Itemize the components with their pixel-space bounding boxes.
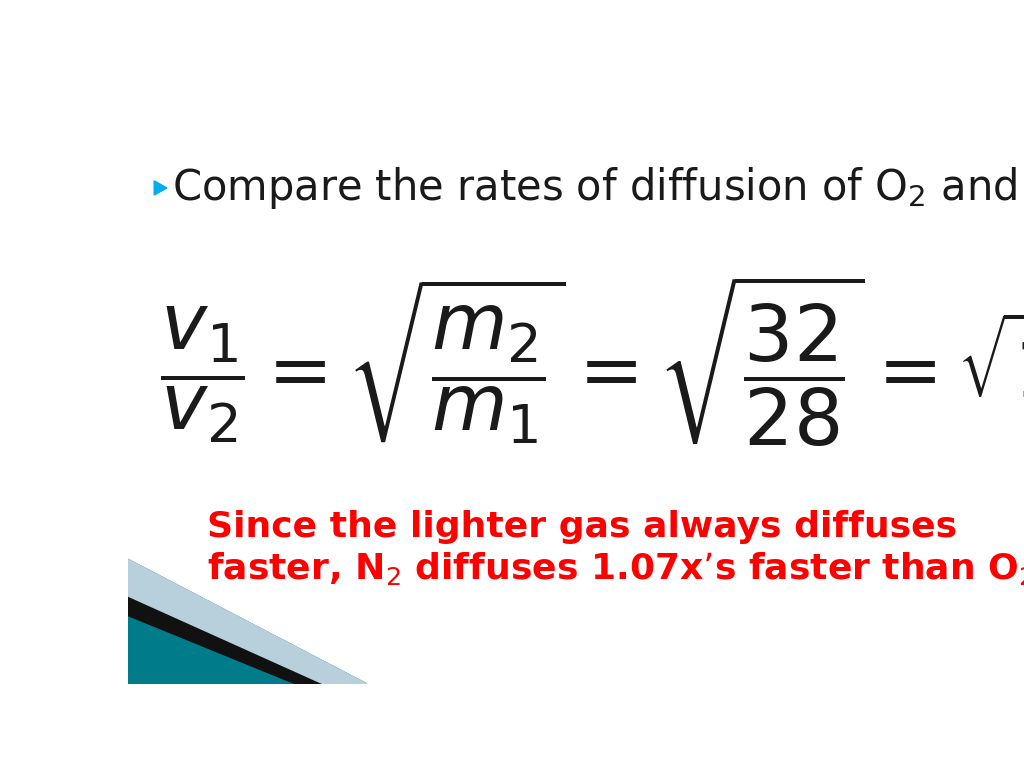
Text: Compare the rates of diffusion of O$_2$ and N$_2$.: Compare the rates of diffusion of O$_2$ … [172, 165, 1024, 211]
Text: $\dfrac{v_1}{v_2} = \sqrt{\dfrac{m_2}{m_1}} = \sqrt{\dfrac{32}{28}} = \sqrt{1.14: $\dfrac{v_1}{v_2} = \sqrt{\dfrac{m_2}{m_… [160, 273, 1024, 449]
Polygon shape [128, 559, 367, 684]
Text: faster, N$_2$ diffuses 1.07x’s faster than O$_2$: faster, N$_2$ diffuses 1.07x’s faster th… [207, 550, 1024, 587]
Polygon shape [155, 181, 167, 195]
Polygon shape [128, 559, 367, 684]
Text: Since the lighter gas always diffuses: Since the lighter gas always diffuses [207, 510, 957, 544]
Polygon shape [128, 596, 323, 684]
